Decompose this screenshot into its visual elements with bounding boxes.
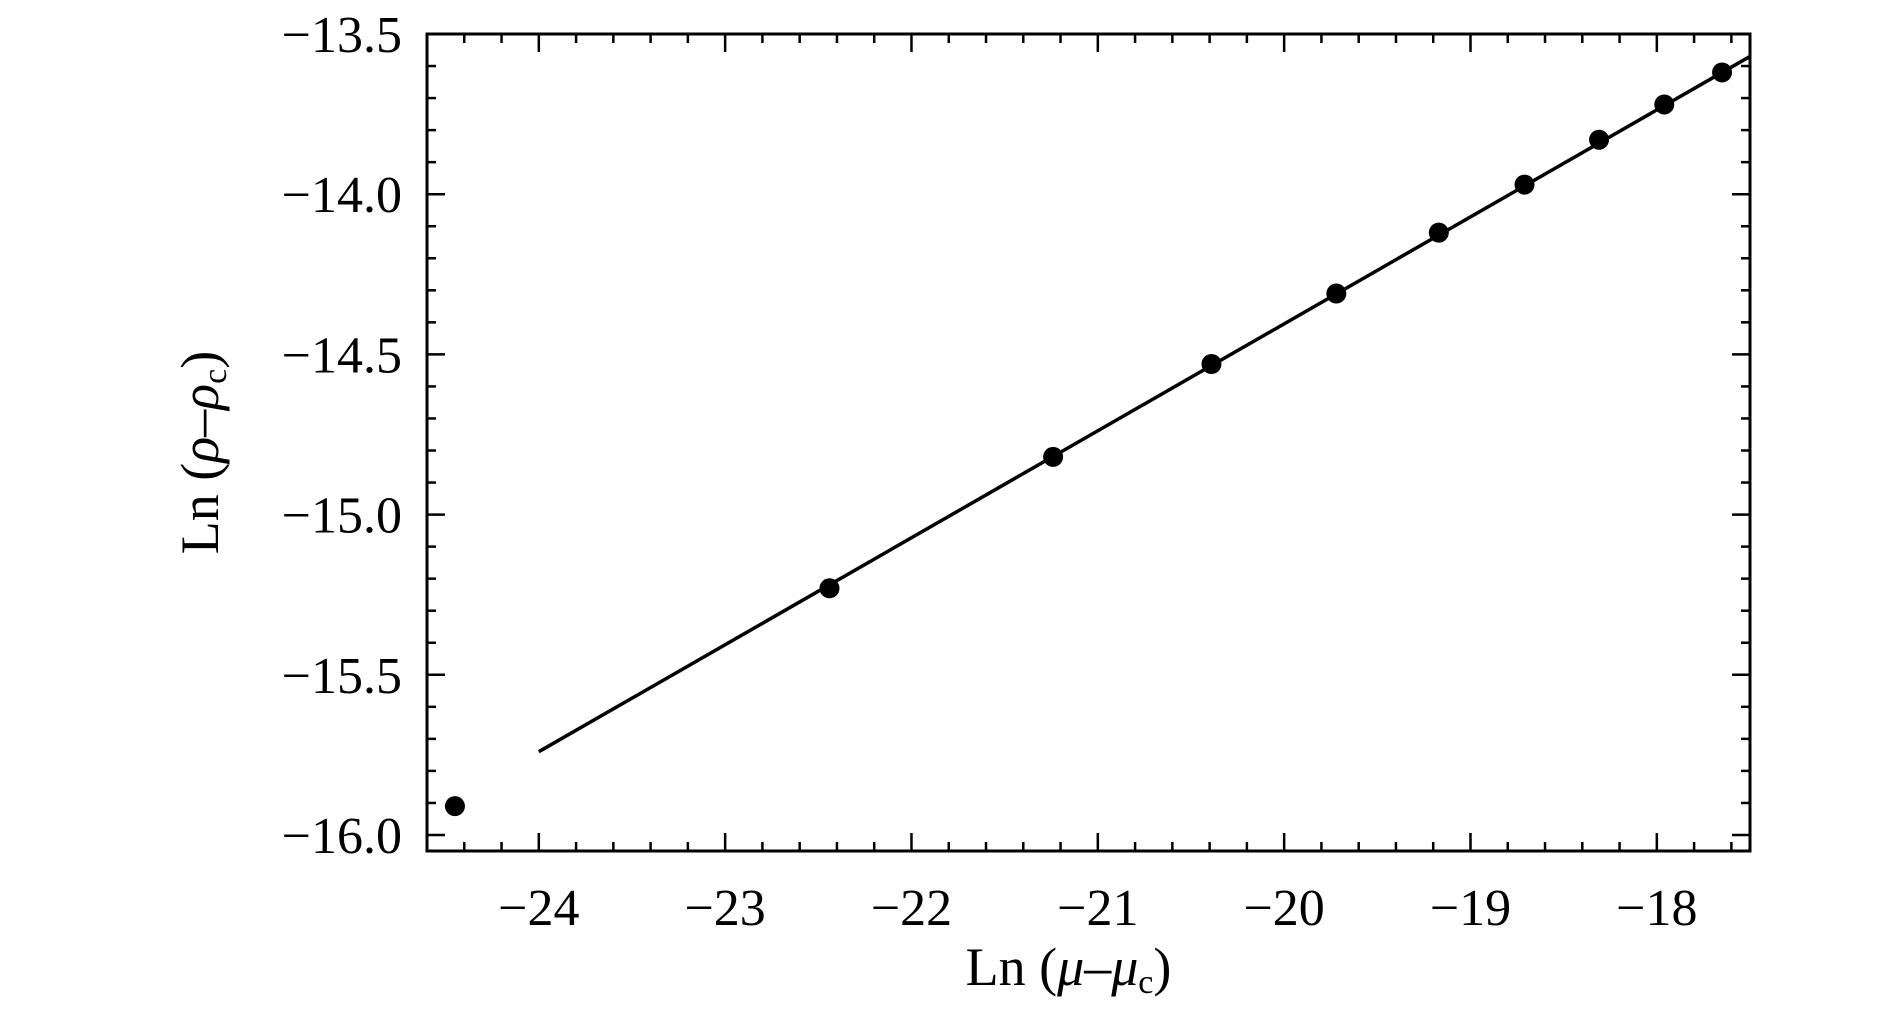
data-point bbox=[444, 796, 465, 817]
y-axis-label-sub: c bbox=[197, 369, 234, 384]
x-tick-label: −22 bbox=[871, 880, 952, 937]
y-tick-label: −16.0 bbox=[282, 808, 402, 865]
y-tick-label: −14.5 bbox=[282, 327, 402, 384]
data-point bbox=[1712, 62, 1733, 83]
y-tick-label: −15.0 bbox=[282, 488, 402, 545]
x-tick-label: −18 bbox=[1616, 880, 1697, 937]
data-point bbox=[1589, 129, 1610, 150]
x-axis-label-var2: μ bbox=[1110, 937, 1138, 997]
x-tick-label: −23 bbox=[684, 880, 765, 937]
data-point bbox=[1428, 222, 1449, 243]
data-point bbox=[1201, 354, 1222, 375]
x-tick-label: −24 bbox=[498, 880, 579, 937]
x-axis-label-minus: – bbox=[1083, 937, 1112, 997]
data-point bbox=[1326, 283, 1347, 304]
y-axis-label-minus: – bbox=[170, 409, 230, 438]
y-axis-label-prefix: Ln ( bbox=[170, 463, 230, 554]
plot-frame bbox=[425, 32, 1752, 853]
x-axis-label-sub: c bbox=[1138, 964, 1153, 1001]
y-axis-label: Ln (ρ–ρc) bbox=[170, 351, 234, 554]
x-axis-label-var: μ bbox=[1056, 937, 1084, 997]
data-point bbox=[1043, 446, 1064, 467]
x-tick-label: −19 bbox=[1430, 880, 1511, 937]
x-axis-label: Ln (μ–μc) bbox=[966, 937, 1172, 1001]
fit-line bbox=[537, 54, 1751, 754]
x-axis-label-prefix: Ln ( bbox=[966, 937, 1057, 997]
fit-line-segment bbox=[537, 54, 1751, 754]
y-axis-label-var: ρ bbox=[170, 437, 230, 465]
y-tick-label: −15.5 bbox=[282, 648, 402, 705]
y-axis-label-suffix: ) bbox=[170, 351, 230, 369]
y-tick-label: −14.0 bbox=[282, 167, 402, 224]
data-points bbox=[444, 62, 1733, 817]
y-tick-label: −13.5 bbox=[282, 7, 402, 64]
x-tick-label: −20 bbox=[1243, 880, 1324, 937]
data-point bbox=[1514, 174, 1535, 195]
x-tick-label: −21 bbox=[1057, 880, 1138, 937]
y-axis-label-var2: ρ bbox=[170, 384, 230, 412]
x-axis-label-suffix: ) bbox=[1153, 937, 1171, 997]
data-point bbox=[819, 578, 840, 599]
tick-labels: −24 −23 −22 −21 −20 −19 −18 −16.0 −15.5 −15.0 −14.… bbox=[282, 7, 1698, 937]
data-point bbox=[1654, 94, 1675, 115]
ticks bbox=[425, 32, 1750, 851]
